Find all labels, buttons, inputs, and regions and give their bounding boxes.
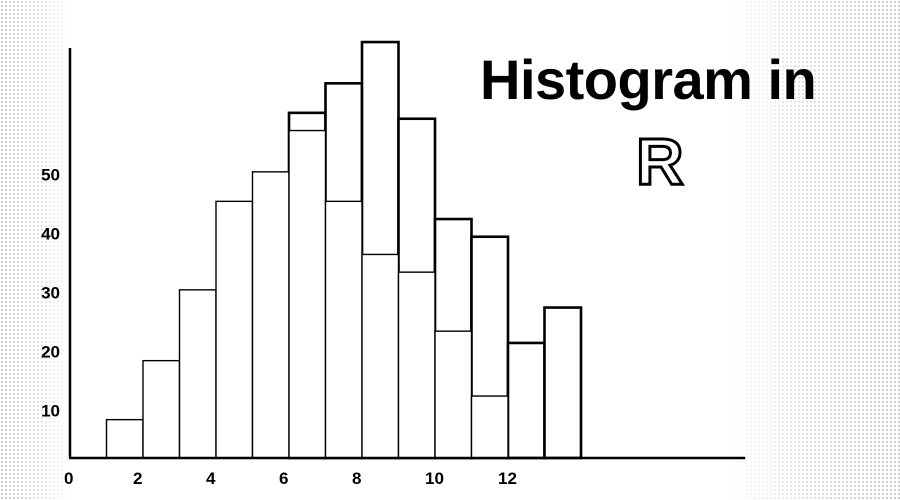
histogram-bar-front-2 [178,289,217,459]
y-tick-label-0: 10 [41,402,60,421]
x-tick-label-2: 4 [206,469,216,488]
histogram-bar-front-6 [324,200,363,459]
y-tick-label-2: 30 [41,284,60,303]
histogram-bar-front-1 [142,359,181,459]
histogram-bar-front-0 [105,418,144,459]
histogram-bar-front-5 [288,129,327,459]
x-tick-label-6: 12 [498,469,517,488]
histogram-bar-front-3 [215,200,254,459]
chart-title-r-logo: R [635,124,686,198]
histogram-bar-front-7 [361,253,400,459]
x-tick-label-4: 8 [352,469,361,488]
chart-title: Histogram in [480,48,817,111]
x-tick-label-1: 2 [133,469,142,488]
histogram-bar-front-9 [434,330,473,459]
histogram-bar-front-8 [397,271,436,459]
histogram-bar-front-4 [251,171,290,459]
dotted-border-left [0,0,70,500]
y-tick-label-4: 50 [41,166,60,185]
y-tick-label-1: 20 [41,343,60,362]
histogram-bar-back-7 [543,306,583,460]
y-tick-label-3: 40 [41,225,60,244]
x-tick-label-0: 0 [64,469,73,488]
dotted-border-right [725,0,900,500]
histogram-bar-back-6 [506,341,546,460]
histogram-bar-front-10 [470,395,509,459]
x-tick-label-5: 10 [425,469,444,488]
x-tick-label-3: 6 [279,469,288,488]
